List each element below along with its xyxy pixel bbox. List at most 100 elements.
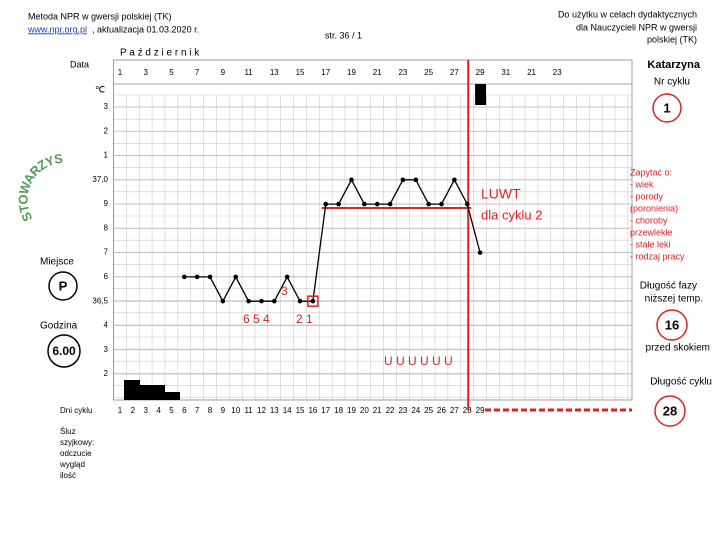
temperature-point [284,274,290,280]
date: 27 [450,68,459,77]
y-tick-label: 2 [104,369,109,378]
date: 7 [195,68,200,77]
mucus-legend: Śluz [60,427,76,436]
header-note: dla Nauczycieli NPR w gwersji [576,22,697,32]
temperature-point [413,177,419,183]
header-note: Do użytku w celach dydaktycznych [558,9,697,19]
temperature-point [349,177,354,183]
luwt-label: LUWT [481,186,521,202]
temperature-point [400,177,406,183]
mucus-block [140,385,165,400]
x-tick-label: 5 [169,406,174,415]
y-tick-label: 1 [104,151,109,160]
date: 23 [553,68,562,77]
x-tick-label: 3 [143,406,148,415]
cycle: 1 [663,100,670,115]
temperature-point [207,274,213,280]
page-number: str. 36 / 1 [325,30,362,40]
cycle-length-circle [654,395,686,427]
x-tick-label: 26 [437,406,446,415]
y-axis-label: ℃ [95,84,105,94]
y-tick-label: 4 [104,321,109,330]
x-tick-label: 22 [386,406,395,415]
ask-item: - wiek [630,179,654,189]
cycle-length-label: Długość cyklu [650,377,712,388]
date: 5 [169,68,174,77]
cycle-circle [652,93,682,123]
x-tick-label: 9 [221,406,226,415]
date: 25 [424,68,433,77]
low-phase-circle [656,309,688,341]
temperature-point [297,298,303,304]
x-tick-label: 14 [283,406,292,415]
time-label: Godzina [40,321,78,332]
x-tick-label: 24 [411,406,420,415]
temperature-point [194,274,200,280]
place-label: Miejsce [40,257,74,268]
low-phase: 16 [665,317,679,332]
time-circle [47,334,81,368]
place-circle [48,271,78,301]
header-note: polskiej (TK) [647,34,697,44]
ask-item: - rodzaj pracy [630,251,685,261]
x-tick-label: 11 [244,406,253,415]
temperature-point [387,201,393,207]
date: 17 [321,68,330,77]
temperature-point [246,298,251,304]
low-phase-note: przed skokiem [646,343,710,354]
temperature-point [452,177,457,183]
time: 6.00 [52,344,76,358]
mucus-legend: ilość [60,471,76,480]
y-tick-label: 3 [104,102,109,111]
x-tick-label: 2 [131,406,136,415]
last-low-marker [307,295,319,307]
x-tick-label: 18 [334,406,343,415]
header-link[interactable]: www.npr.org.pl [27,24,87,34]
date: 23 [398,68,407,77]
ask-item: (poronienia) [630,203,678,213]
days-label: Dni cyklu [60,406,92,415]
chart-frame [113,59,633,401]
place: P [59,278,68,293]
x-tick-label: 7 [195,406,200,415]
luwt-note: dla cyklu 2 [481,207,542,222]
temperature-point [272,298,277,304]
ask-item: - choroby [630,215,668,225]
x-tick-label: 15 [296,406,305,415]
x-tick-label: 25 [424,406,433,415]
temperature-point [220,298,226,304]
x-tick-label: 1 [118,406,123,415]
cycle-length: 28 [663,403,677,418]
temperature-point [374,201,380,207]
ask-item: Zapytać o: [630,167,672,177]
count-label: 3 [281,284,288,298]
y-tick-label: 36,5 [92,296,108,305]
temperature-point [362,201,367,207]
mucus-legend: wygląd [59,460,85,469]
temperature-point [477,250,483,255]
temperature-point [310,298,316,304]
ask-item: - stałe leki [630,239,671,249]
x-tick-label: 28 [463,406,472,415]
x-tick-label: 27 [450,406,459,415]
y-tick-label: 7 [104,248,109,257]
x-tick-label: 17 [321,406,330,415]
count-label: 6 5 4 [243,312,270,326]
x-tick-label: 21 [373,406,382,415]
x-tick-label: 8 [208,406,213,415]
date-label: Data [70,59,89,69]
x-tick-label: 13 [270,406,279,415]
logo: STOWARZYS [16,151,64,224]
temperature-point [464,201,470,207]
month: P a ź d z i e r n i k [120,48,200,59]
mucus-block [165,392,180,400]
x-tick-label: 23 [398,406,407,415]
mucus-legend: szyjkowy: [60,438,94,447]
mucus-block [124,380,140,400]
date: 11 [244,68,253,77]
x-tick-label: 10 [231,406,240,415]
date: 3 [143,68,148,77]
date: 21 [373,68,382,77]
x-tick-label: 4 [156,406,161,415]
